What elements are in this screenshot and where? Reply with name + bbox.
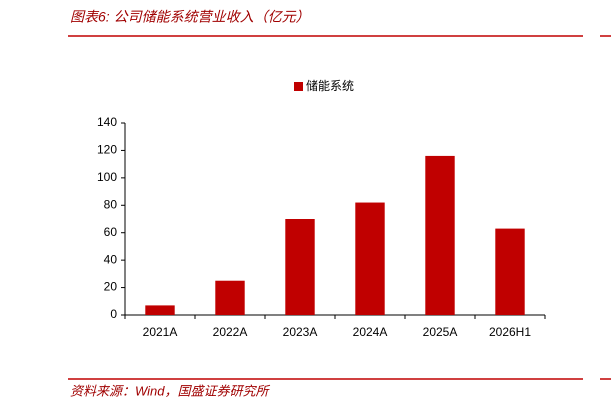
y-tick-label: 40 — [104, 252, 118, 266]
bar — [285, 219, 315, 315]
y-tick-label: 60 — [104, 225, 118, 239]
bar — [215, 280, 245, 315]
chart-title: 图表6: 公司储能系统营业收入（亿元） — [70, 9, 310, 25]
bar — [495, 228, 525, 315]
y-tick-label: 20 — [104, 280, 118, 294]
y-tick-label: 0 — [110, 307, 117, 321]
y-tick-label: 80 — [104, 197, 118, 211]
bar — [145, 305, 175, 315]
x-tick-label: 2025A — [423, 325, 458, 339]
y-tick-label: 140 — [97, 115, 117, 129]
legend-label: 储能系统 — [306, 78, 354, 93]
y-tick-label: 120 — [97, 143, 117, 157]
x-tick-label: 2026H1 — [489, 325, 531, 339]
legend-swatch — [294, 82, 303, 91]
x-tick-label: 2021A — [143, 325, 178, 339]
bar — [425, 155, 455, 315]
bar — [355, 202, 385, 315]
x-tick-label: 2023A — [283, 325, 318, 339]
x-tick-label: 2024A — [353, 325, 388, 339]
x-tick-label: 2022A — [213, 325, 248, 339]
source-note: 资料来源：Wind，国盛证券研究所 — [70, 383, 271, 398]
y-tick-label: 100 — [97, 170, 117, 184]
